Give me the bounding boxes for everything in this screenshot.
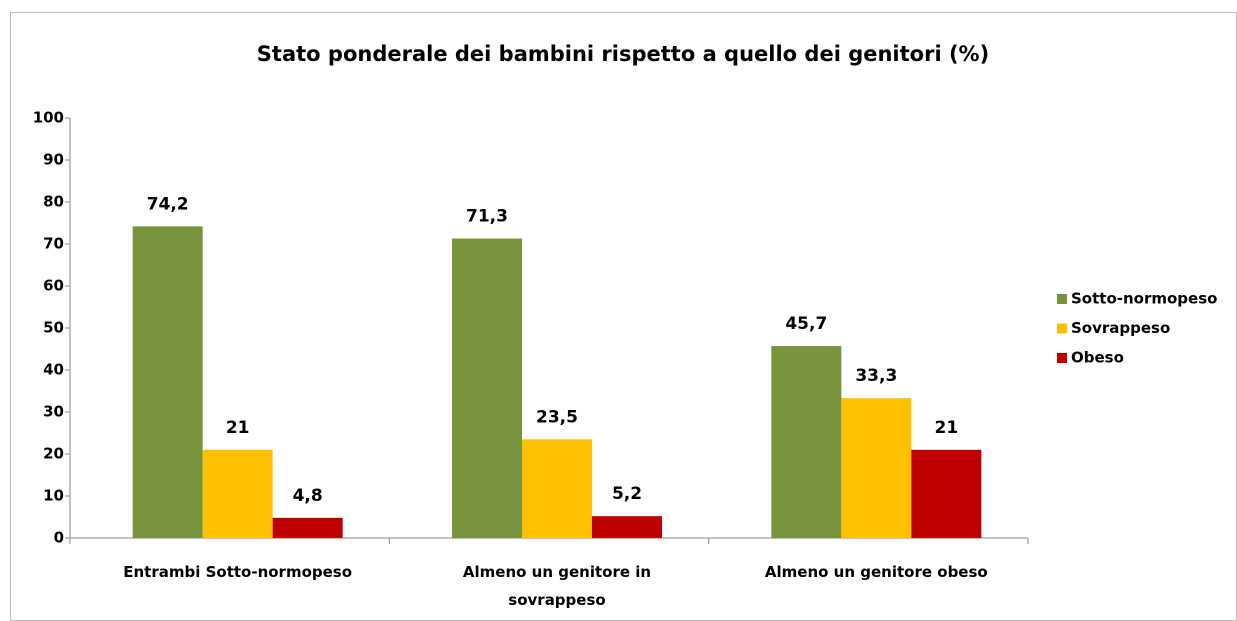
y-tick-label: 20 [43, 445, 64, 463]
y-tick-label: 80 [43, 193, 64, 211]
y-tick-label: 100 [33, 109, 64, 127]
legend-swatch [1057, 323, 1067, 334]
y-tick-label: 0 [54, 529, 64, 547]
bar [132, 226, 203, 539]
y-tick-label: 60 [43, 277, 64, 295]
bar [522, 439, 592, 538]
data-label: 33,3 [855, 366, 897, 386]
data-label: 21 [226, 418, 250, 438]
legend-label: Obeso [1071, 349, 1124, 367]
bar [202, 449, 273, 538]
y-tick-label: 90 [43, 151, 64, 169]
legend-label: Sotto-normopeso [1071, 290, 1217, 308]
data-label: 45,7 [785, 314, 827, 334]
bar [771, 346, 842, 538]
data-label: 21 [934, 418, 958, 438]
bar [911, 449, 982, 538]
y-tick-label: 30 [43, 403, 64, 421]
bar [841, 398, 912, 538]
x-tick-label: Almeno un genitore in sovrappeso [462, 563, 652, 609]
data-label: 23,5 [536, 407, 578, 427]
data-label: 4,8 [293, 486, 323, 506]
bar [592, 516, 662, 538]
data-label: 71,3 [466, 207, 508, 227]
x-tick-label: Almeno un genitore obeso [764, 563, 988, 581]
bar [272, 517, 343, 538]
y-tick-label: 10 [43, 487, 64, 505]
bar [452, 238, 522, 539]
legend-label: Sovrappeso [1071, 319, 1170, 337]
data-label: 5,2 [612, 484, 642, 504]
x-tick-label: Entrambi Sotto-normopeso [123, 563, 353, 581]
legend-swatch [1057, 294, 1067, 304]
legend-swatch [1057, 353, 1067, 363]
y-tick-label: 50 [43, 319, 64, 337]
y-tick-label: 70 [43, 235, 64, 253]
y-tick-label: 40 [43, 361, 64, 379]
chart-title: Stato ponderale dei bambini rispetto a q… [257, 42, 989, 66]
data-label: 74,2 [147, 194, 189, 214]
